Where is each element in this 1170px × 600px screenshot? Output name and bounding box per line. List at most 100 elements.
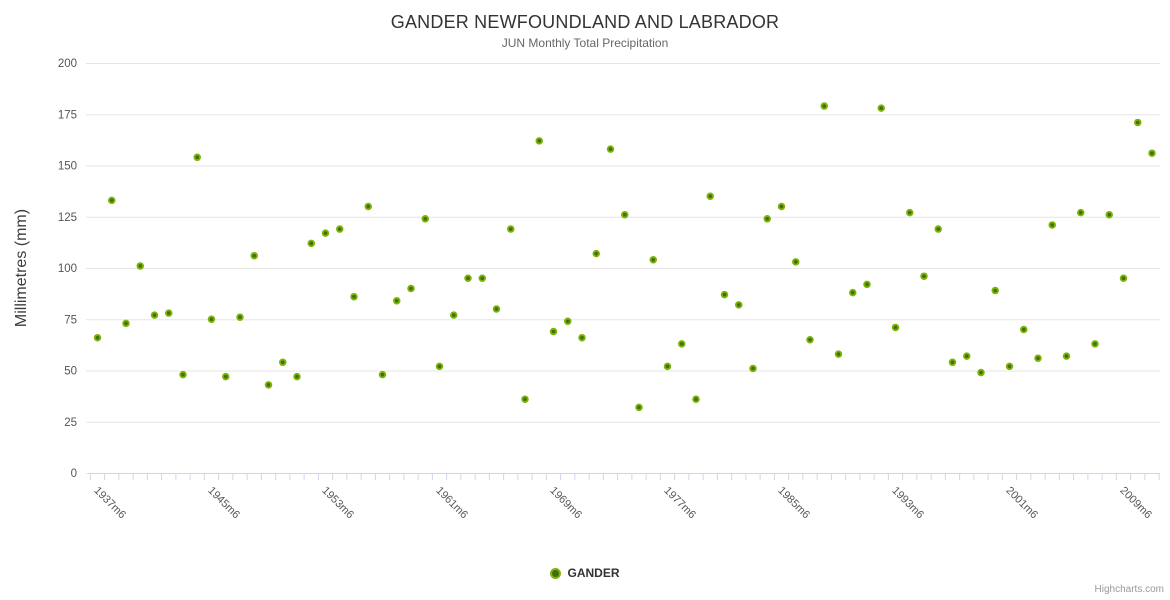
x-tick-label: 1945m6 — [205, 485, 242, 522]
data-point[interactable] — [948, 358, 957, 367]
data-point[interactable] — [421, 215, 430, 223]
legend-item-gander[interactable]: GANDER — [0, 563, 1170, 583]
data-point[interactable] — [393, 297, 401, 305]
y-tick-label: 0 — [71, 468, 77, 480]
data-point[interactable] — [877, 104, 886, 112]
data-point[interactable] — [250, 251, 258, 260]
data-point[interactable] — [464, 274, 472, 283]
data-point[interactable] — [136, 262, 144, 270]
data-point[interactable] — [1119, 274, 1128, 283]
y-tick-label: 200 — [58, 58, 77, 70]
data-point[interactable] — [963, 352, 971, 360]
data-point[interactable] — [264, 381, 273, 389]
data-point[interactable] — [891, 323, 900, 332]
data-point[interactable] — [720, 290, 729, 299]
data-point[interactable] — [1133, 118, 1142, 127]
data-point[interactable] — [1148, 149, 1156, 157]
data-point[interactable] — [920, 272, 928, 280]
y-tick-label: 175 — [58, 109, 77, 121]
y-axis-title: Millimetres (mm) — [13, 208, 30, 328]
data-point[interactable] — [1020, 325, 1028, 334]
data-point[interactable] — [507, 225, 515, 233]
data-point[interactable] — [492, 305, 501, 313]
data-point[interactable] — [364, 202, 373, 211]
data-point[interactable] — [849, 288, 857, 297]
x-tick-label: 2001m6 — [1003, 485, 1040, 522]
data-point[interactable] — [236, 313, 244, 321]
data-point[interactable] — [906, 208, 914, 217]
data-point[interactable] — [193, 153, 201, 162]
data-point[interactable] — [293, 372, 301, 381]
data-point[interactable] — [863, 280, 871, 289]
data-point[interactable] — [991, 286, 1000, 295]
data-point[interactable] — [635, 403, 643, 412]
data-point[interactable] — [521, 395, 529, 403]
x-tick-label: 1985m6 — [775, 485, 812, 522]
data-point[interactable] — [777, 202, 786, 211]
data-point[interactable] — [1076, 208, 1085, 217]
data-point[interactable] — [578, 333, 586, 342]
data-point[interactable] — [279, 358, 287, 367]
data-point[interactable] — [535, 137, 544, 145]
y-tick-label: 25 — [64, 417, 77, 429]
data-point[interactable] — [792, 258, 800, 266]
data-point[interactable] — [307, 239, 316, 248]
data-point[interactable] — [1034, 354, 1042, 362]
data-point[interactable] — [735, 301, 743, 309]
data-point[interactable] — [649, 256, 658, 264]
data-point[interactable] — [1048, 221, 1056, 229]
x-tick-label: 1961m6 — [433, 485, 470, 522]
data-point[interactable] — [350, 292, 358, 301]
data-point[interactable] — [336, 225, 344, 233]
y-tick-label: 50 — [64, 366, 77, 378]
x-tick-label: 2009m6 — [1117, 485, 1154, 522]
data-point[interactable] — [820, 102, 829, 110]
data-point[interactable] — [763, 215, 772, 223]
data-point[interactable] — [93, 333, 102, 342]
data-point[interactable] — [407, 284, 415, 293]
data-point[interactable] — [378, 370, 387, 379]
data-point[interactable] — [122, 319, 130, 328]
data-point[interactable] — [1105, 210, 1113, 219]
data-point[interactable] — [663, 362, 672, 371]
data-point[interactable] — [450, 311, 458, 319]
data-point[interactable] — [321, 229, 330, 237]
data-point[interactable] — [564, 317, 572, 326]
data-point[interactable] — [207, 315, 216, 324]
y-tick-label: 75 — [64, 314, 77, 326]
credits-link[interactable]: Highcharts.com — [1094, 584, 1164, 595]
x-tick-label: 1937m6 — [91, 485, 128, 522]
data-point[interactable] — [179, 370, 187, 379]
y-tick-label: 100 — [58, 263, 77, 275]
data-point[interactable] — [107, 196, 116, 205]
data-point[interactable] — [592, 249, 601, 258]
data-point[interactable] — [1005, 362, 1014, 371]
x-tick-label: 1977m6 — [661, 485, 698, 522]
data-point[interactable] — [221, 372, 230, 381]
data-point[interactable] — [934, 225, 943, 233]
data-point[interactable] — [150, 311, 159, 319]
chart-subtitle: JUN Monthly Total Precipitation — [501, 36, 669, 50]
data-point[interactable] — [1062, 352, 1071, 360]
x-tick-label: 1953m6 — [319, 485, 356, 522]
data-point[interactable] — [977, 368, 985, 377]
data-point[interactable] — [606, 145, 615, 153]
y-tick-label: 125 — [58, 212, 77, 224]
y-tick-label: 150 — [58, 161, 77, 173]
data-point[interactable] — [834, 350, 843, 358]
data-point[interactable] — [806, 336, 814, 344]
x-tick-label: 1993m6 — [889, 485, 926, 522]
data-point[interactable] — [749, 364, 757, 373]
data-point[interactable] — [1091, 340, 1099, 348]
data-point[interactable] — [621, 210, 629, 219]
data-point[interactable] — [164, 309, 173, 317]
data-point[interactable] — [706, 192, 715, 200]
data-point[interactable] — [435, 362, 444, 371]
data-point[interactable] — [549, 327, 558, 336]
data-point[interactable] — [692, 395, 700, 403]
data-point[interactable] — [678, 340, 686, 348]
data-point[interactable] — [478, 274, 487, 283]
x-tick-label: 1969m6 — [547, 485, 584, 522]
